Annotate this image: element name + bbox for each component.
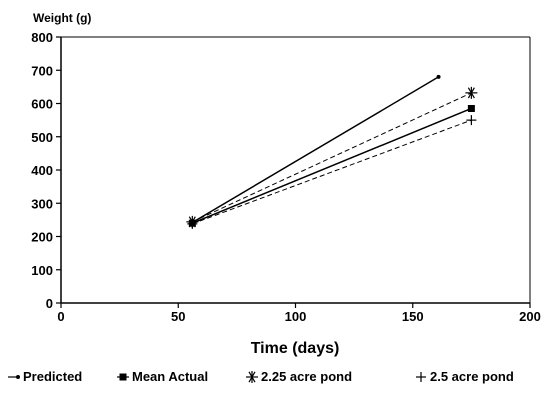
series-mean-actual (188, 104, 475, 227)
y-tick-label: 500 (31, 130, 53, 145)
legend-item: 2.5 acre pond (416, 369, 514, 384)
legend-marker (16, 375, 20, 379)
y-tick-label: 200 (31, 230, 53, 245)
y-tick-label: 100 (31, 263, 53, 278)
legend-marker (416, 372, 426, 382)
legend-marker (119, 373, 127, 381)
series-line (192, 119, 472, 225)
x-tick-label: 50 (171, 309, 185, 324)
legend-label: Mean Actual (132, 369, 208, 384)
y-tick-label: 0 (46, 296, 53, 311)
legend-item: 2.25 acre pond (246, 369, 352, 384)
series-line (192, 92, 472, 223)
axes (60, 36, 531, 304)
data-point (187, 218, 198, 229)
data-point (436, 74, 441, 79)
series-predicted (190, 74, 441, 225)
legend-marker (246, 371, 258, 383)
legend-label: 2.25 acre pond (261, 369, 352, 384)
x-tick-label: 200 (519, 309, 541, 324)
data-point (467, 104, 475, 112)
legend-item: Predicted (8, 369, 82, 384)
y-tick-label: 400 (31, 163, 53, 178)
legend: Predicted Mean Actual 2.25 acre pond 2.5 ac… (8, 369, 514, 384)
legend-item: Mean Actual (117, 369, 208, 384)
series-2-5-acre-pond (187, 115, 477, 229)
legend-label: 2.5 acre pond (430, 369, 514, 384)
series-2-25-acre-pond (186, 86, 478, 228)
series-line (191, 76, 439, 224)
y-ticks: 0 100 200 300 400 500 600 700 800 (31, 30, 61, 311)
y-tick-label: 800 (31, 30, 53, 45)
series-layer (186, 74, 478, 229)
series-line (192, 107, 472, 224)
x-tick-label: 0 (57, 309, 64, 324)
x-tick-label: 150 (402, 309, 424, 324)
x-ticks: 0 50 100 150 200 (57, 303, 541, 324)
data-point (466, 115, 477, 126)
legend-label: Predicted (23, 369, 82, 384)
y-tick-label: 300 (31, 196, 53, 211)
y-tick-label: 700 (31, 63, 53, 78)
x-axis-label: Time (days) (251, 340, 340, 357)
data-point (465, 86, 478, 99)
y-axis-label: Weight (g) (33, 11, 91, 25)
y-tick-label: 600 (31, 97, 53, 112)
x-tick-label: 100 (285, 309, 307, 324)
